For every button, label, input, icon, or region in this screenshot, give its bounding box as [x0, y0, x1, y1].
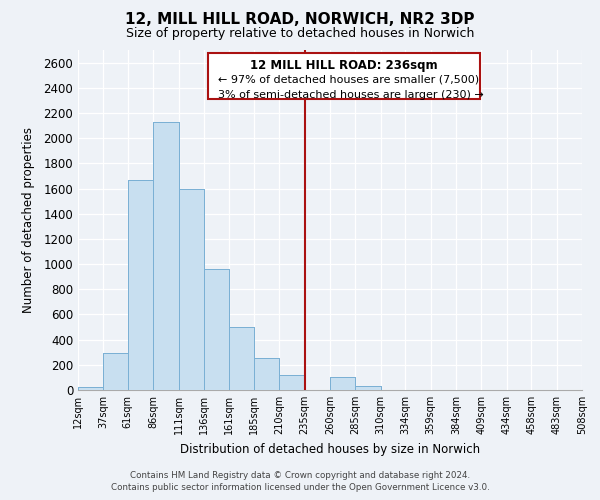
Text: Contains HM Land Registry data © Crown copyright and database right 2024.
Contai: Contains HM Land Registry data © Crown c…: [110, 471, 490, 492]
FancyBboxPatch shape: [208, 52, 481, 99]
Bar: [279, 375, 305, 390]
Bar: [179, 188, 204, 390]
Text: 12 MILL HILL ROAD: 236sqm: 12 MILL HILL ROAD: 236sqm: [250, 60, 438, 72]
Text: 3% of semi-detached houses are larger (230) →: 3% of semi-detached houses are larger (2…: [218, 90, 484, 100]
Bar: [279, 375, 305, 390]
Bar: [582, 388, 600, 390]
Bar: [355, 386, 381, 390]
Bar: [355, 386, 381, 390]
Bar: [330, 378, 355, 390]
Text: ← 97% of detached houses are smaller (7,500): ← 97% of detached houses are smaller (7,…: [218, 74, 479, 85]
Bar: [179, 188, 204, 390]
Text: 12, MILL HILL ROAD, NORWICH, NR2 3DP: 12, MILL HILL ROAD, NORWICH, NR2 3DP: [125, 12, 475, 28]
Y-axis label: Number of detached properties: Number of detached properties: [22, 127, 35, 313]
Bar: [153, 122, 179, 390]
Bar: [78, 388, 103, 390]
Bar: [204, 269, 229, 390]
Bar: [229, 327, 254, 390]
Bar: [103, 354, 128, 390]
Text: Size of property relative to detached houses in Norwich: Size of property relative to detached ho…: [126, 28, 474, 40]
X-axis label: Distribution of detached houses by size in Norwich: Distribution of detached houses by size …: [180, 442, 480, 456]
Bar: [229, 327, 254, 390]
Bar: [103, 354, 128, 390]
Bar: [128, 180, 153, 390]
Bar: [330, 378, 355, 390]
Bar: [78, 388, 103, 390]
Bar: [582, 388, 600, 390]
Bar: [128, 180, 153, 390]
Bar: [153, 122, 179, 390]
Bar: [254, 358, 279, 390]
Bar: [254, 358, 279, 390]
Bar: [204, 269, 229, 390]
